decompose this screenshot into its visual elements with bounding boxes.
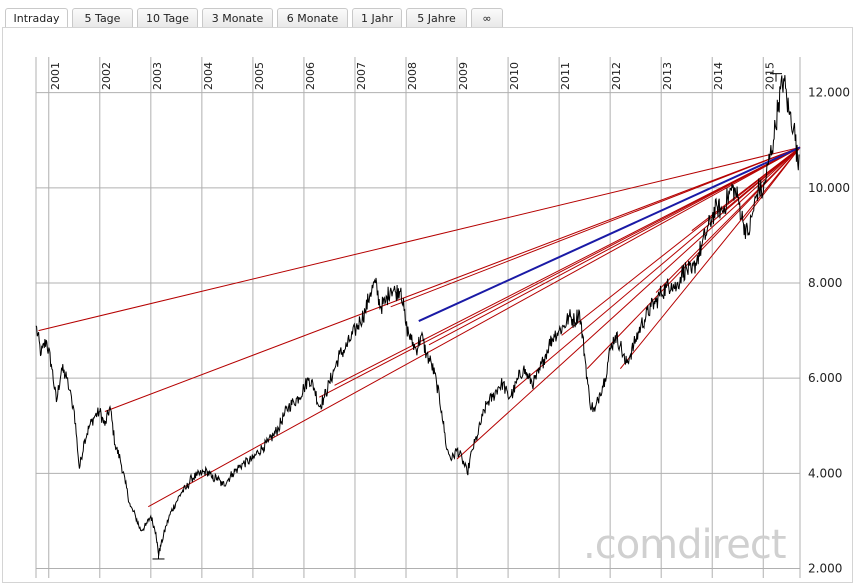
trendline <box>586 147 801 369</box>
trendline <box>655 147 801 293</box>
trendline <box>38 146 801 332</box>
trendline <box>512 147 801 391</box>
highlight-trendline <box>418 146 801 322</box>
year-label: 2006 <box>304 62 317 90</box>
y-tick-label: 12.000 <box>808 86 850 100</box>
year-label: 2003 <box>151 62 164 90</box>
trendline <box>390 146 801 308</box>
trendline <box>428 146 801 346</box>
tab-6-monate[interactable]: 6 Monate <box>277 8 348 27</box>
year-label: 2005 <box>253 62 266 90</box>
year-label: 2004 <box>202 62 215 90</box>
trendline <box>722 147 801 213</box>
year-label: 2001 <box>49 62 62 90</box>
year-label: 2014 <box>712 62 725 90</box>
grid-layer <box>35 57 801 578</box>
tab-5-jahre[interactable]: 5 Jahre <box>406 8 467 27</box>
y-tick-label: 10.000 <box>808 181 850 195</box>
tab-max[interactable]: ∞ <box>471 8 503 27</box>
year-label: 2012 <box>610 62 623 90</box>
price-series-line <box>35 75 800 556</box>
tab-5-tage[interactable]: 5 Tage <box>72 8 133 27</box>
year-label: 2013 <box>661 62 674 90</box>
year-label: 2007 <box>355 62 368 90</box>
trendline <box>148 146 801 508</box>
year-label: 2002 <box>100 62 113 90</box>
y-axis-labels: 2.000 4.000 6.000 8.000 10.000 12.000 <box>808 86 850 576</box>
chart-panel <box>2 27 853 583</box>
year-labels: 2001 2002 2003 2004 2005 2006 2007 2008 2009 2010… <box>49 62 776 90</box>
y-tick-label: 4.000 <box>808 466 842 480</box>
timeframe-tabbar: Intraday 5 Tage 10 Tage 3 Monate 6 Monat… <box>0 0 855 28</box>
tab-3-monate[interactable]: 3 Monate <box>202 8 273 27</box>
trendline <box>619 147 801 369</box>
y-tick-label: 6.000 <box>808 371 842 385</box>
trendline <box>319 146 801 398</box>
trendline <box>561 147 801 336</box>
year-label: 2008 <box>406 62 419 90</box>
year-label: 2015 <box>763 62 776 90</box>
tab-10-tage[interactable]: 10 Tage <box>137 8 198 27</box>
tab-1-jahr[interactable]: 1 Jahr <box>352 8 402 27</box>
trendlines-layer <box>38 146 801 508</box>
trendline <box>742 147 801 222</box>
trendline <box>104 146 801 412</box>
trendline <box>456 147 801 460</box>
price-layer <box>35 73 800 560</box>
trendline <box>334 146 801 386</box>
y-tick-label: 2.000 <box>808 561 842 575</box>
year-label: 2011 <box>559 62 572 90</box>
year-label: 2010 <box>508 62 521 90</box>
year-label: 2009 <box>457 62 470 90</box>
y-tick-label: 8.000 <box>808 276 842 290</box>
comdirect-watermark: .comdirect <box>583 522 786 568</box>
tab-intraday[interactable]: Intraday <box>5 8 68 28</box>
